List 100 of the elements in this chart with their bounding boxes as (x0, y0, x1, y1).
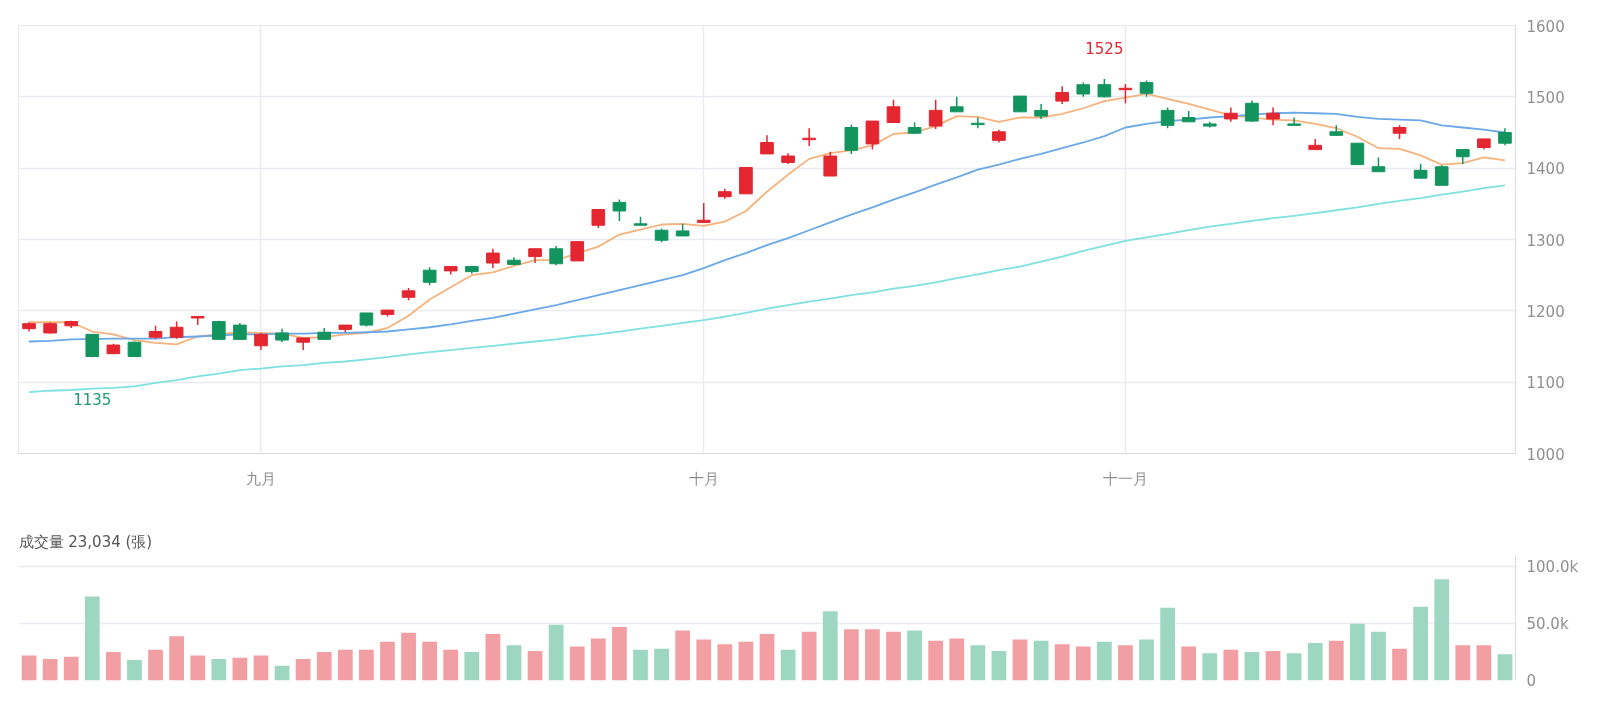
bar (759, 633, 775, 681)
bar (506, 645, 522, 681)
bar (612, 627, 627, 681)
bar (1181, 646, 1197, 681)
bar (274, 665, 290, 681)
bar (696, 639, 712, 681)
candlestick (591, 208, 606, 229)
bar (654, 648, 669, 681)
candlestick (1350, 142, 1365, 166)
bar (253, 655, 269, 681)
bar (21, 655, 37, 681)
bar (148, 649, 163, 681)
bar (548, 624, 564, 681)
bar (1476, 645, 1492, 681)
bar (780, 649, 796, 681)
bar (337, 649, 353, 681)
bar (886, 631, 901, 681)
bar (717, 644, 733, 681)
candlestick (612, 198, 627, 222)
candlestick (928, 98, 943, 130)
line-series (28, 184, 1506, 394)
bar (633, 649, 648, 681)
bar (422, 641, 438, 681)
bar (443, 649, 459, 681)
candlestick (549, 245, 563, 266)
bar (63, 656, 79, 681)
candlestick (886, 98, 901, 124)
bar (106, 652, 121, 681)
x-tick-label: 十一月 (1102, 469, 1148, 488)
y-tick-label: 1300 (1526, 231, 1565, 250)
bar (1096, 641, 1112, 681)
bar (42, 658, 58, 681)
bar (801, 631, 817, 681)
bar (928, 640, 944, 681)
bar (843, 629, 859, 681)
bar (991, 650, 1007, 681)
bar (464, 652, 480, 681)
bar (1392, 648, 1407, 681)
bar (1328, 640, 1344, 681)
bar (316, 652, 332, 681)
bar (169, 636, 185, 681)
x-tick-label: 九月 (245, 469, 276, 488)
bar (1307, 643, 1323, 681)
chart-title: 成交量 23,034 (張) (18, 532, 153, 551)
candlestick (1160, 106, 1175, 129)
candlestick (486, 248, 500, 269)
bar (907, 630, 922, 681)
bar (485, 633, 501, 681)
candlestick (760, 134, 774, 155)
bar (1349, 623, 1365, 681)
candlestick (1245, 99, 1259, 123)
y-tick-label: 1100 (1526, 374, 1565, 393)
y-tick-label: 1200 (1526, 302, 1565, 321)
bar (190, 655, 206, 681)
y-tick-label: 1000 (1526, 445, 1565, 464)
bar (380, 641, 395, 681)
bar (1139, 639, 1154, 681)
bar (1202, 653, 1218, 681)
y-tick-label: 1400 (1526, 160, 1565, 179)
annotation: 1525 (1085, 40, 1124, 58)
bar (1118, 645, 1133, 681)
bar (1244, 652, 1260, 681)
y-tick-label: 1600 (1526, 17, 1565, 36)
candlestick (696, 202, 711, 224)
candlestick (1097, 78, 1112, 99)
bar (970, 645, 986, 681)
bar (1455, 645, 1471, 681)
candlestick (823, 151, 838, 177)
candlestick (570, 241, 585, 262)
y-tick-label: 1500 (1526, 88, 1565, 107)
bar (401, 632, 416, 681)
bar (1033, 640, 1049, 681)
bar (1054, 644, 1070, 681)
bar (1371, 631, 1386, 681)
candlestick (1434, 164, 1449, 187)
bar (84, 596, 100, 681)
bar (569, 646, 585, 681)
bar (359, 649, 374, 681)
bar (232, 657, 248, 681)
bar (527, 650, 543, 681)
y-tick-label: 50.0k (1526, 614, 1569, 633)
candlestick (844, 123, 859, 155)
bar (1434, 579, 1450, 681)
bar (590, 638, 606, 681)
bar (738, 641, 754, 681)
bar (211, 658, 227, 681)
bar (127, 660, 142, 681)
bar (295, 658, 311, 681)
y-tick-label: 100.0k (1526, 557, 1579, 576)
annotation: 1135 (73, 391, 112, 410)
bar (1012, 639, 1028, 681)
x-tick-label: 十月 (688, 469, 719, 488)
bar (1413, 606, 1428, 681)
bar (675, 630, 691, 681)
bar (1075, 646, 1091, 681)
bar (1286, 653, 1302, 681)
bar (1497, 654, 1513, 681)
bar (1265, 650, 1281, 681)
bar (865, 629, 880, 681)
bar (949, 638, 965, 681)
